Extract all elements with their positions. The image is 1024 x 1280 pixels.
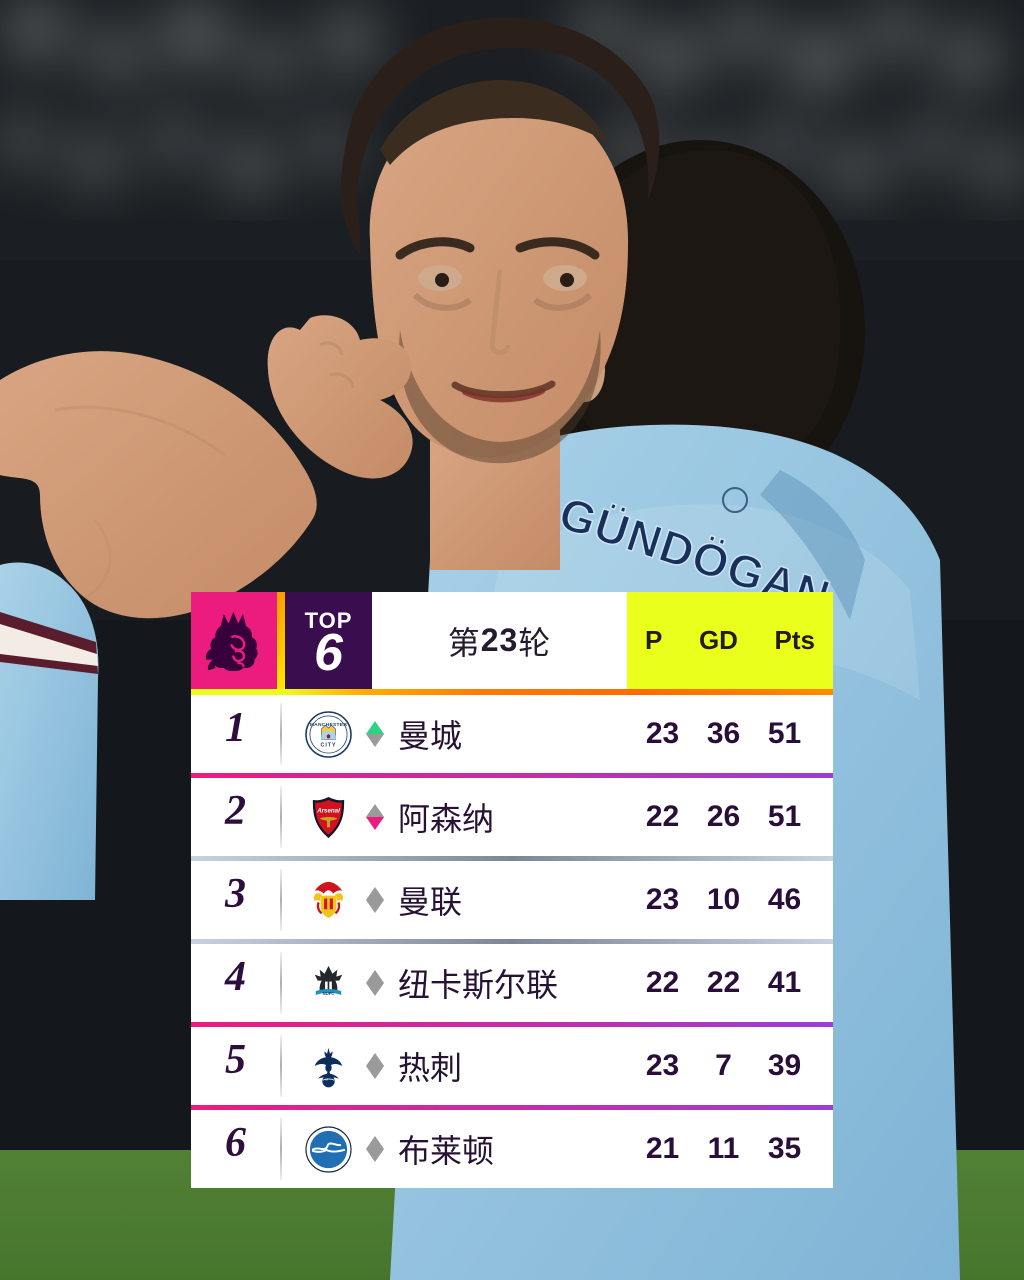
svg-text:MANCHESTER: MANCHESTER	[310, 722, 348, 728]
svg-text:Arsenal: Arsenal	[316, 807, 340, 814]
svg-text:NUFC: NUFC	[323, 990, 335, 995]
svg-text:CITY: CITY	[321, 742, 337, 748]
